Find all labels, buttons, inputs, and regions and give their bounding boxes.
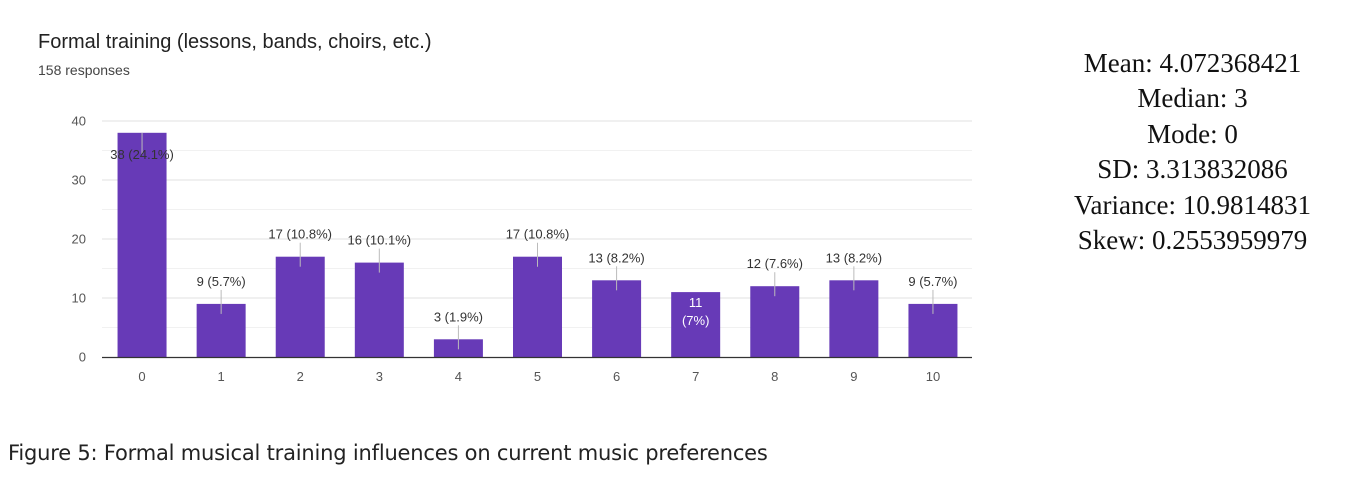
stat-mean: Mean: 4.072368421 <box>1083 48 1302 78</box>
bar <box>750 286 800 357</box>
data-label: 12 (7.6%) <box>747 256 803 271</box>
x-tick-label: 3 <box>376 369 383 384</box>
y-tick-label: 20 <box>72 232 86 247</box>
data-label: 17 (10.8%) <box>268 227 332 242</box>
y-tick-label: 40 <box>72 114 86 129</box>
x-tick-label: 4 <box>455 369 462 384</box>
data-labels: 38 (24.1%) 9 (5.7%) 17 (10.8%) 16 (10.1%) 3 … <box>110 132 958 350</box>
data-label: 9 (5.7%) <box>908 274 957 289</box>
y-tick-label: 10 <box>72 291 86 306</box>
bar <box>829 280 879 357</box>
x-tick-label: 1 <box>218 369 225 384</box>
x-tick-label: 8 <box>771 369 778 384</box>
y-tick-label: 30 <box>72 173 86 188</box>
y-tick-label: 0 <box>79 350 86 365</box>
bar <box>117 132 167 357</box>
data-label: (7%) <box>682 313 709 328</box>
bar <box>671 292 721 357</box>
figure-caption: Figure 5: Formal musical training influe… <box>8 441 768 465</box>
data-label: 38 (24.1%) <box>110 147 174 162</box>
data-label: 17 (10.8%) <box>506 227 570 242</box>
data-label: 9 (5.7%) <box>197 274 246 289</box>
y-axis-ticks: 0 10 20 30 40 <box>72 114 86 365</box>
bar <box>513 256 562 357</box>
x-tick-label: 10 <box>926 369 940 384</box>
x-axis-ticks: 0 1 2 3 4 5 6 7 8 9 10 <box>138 369 940 384</box>
data-label: 16 (10.1%) <box>348 233 412 248</box>
bar <box>275 256 325 357</box>
x-tick-label: 6 <box>613 369 620 384</box>
data-label: 11 <box>689 295 703 310</box>
stat-sd: SD: 3.313832086 <box>1097 154 1288 185</box>
stat-variance: Variance: 10.9814831 <box>1074 189 1311 220</box>
data-label: 13 (8.2%) <box>826 250 882 265</box>
data-label: 3 (1.9%) <box>434 309 483 324</box>
chart-title: Formal training (lessons, bands, choirs,… <box>38 31 432 53</box>
x-tick-label: 2 <box>297 369 304 384</box>
data-label: 13 (8.2%) <box>588 250 644 265</box>
x-tick-label: 9 <box>850 369 857 384</box>
bar <box>354 262 404 357</box>
chart-subtitle: 158 responses <box>38 62 130 78</box>
bar <box>592 280 642 357</box>
x-tick-label: 7 <box>692 369 699 384</box>
x-tick-label: 0 <box>138 369 145 384</box>
summary-statistics: Mean: 4.072368421 Median: 3 Mode: 0 SD: … <box>1030 46 1355 258</box>
stat-median: Median: 3 <box>1137 83 1248 114</box>
bars <box>117 132 958 357</box>
x-tick-label: 5 <box>534 369 541 384</box>
grid-lines <box>102 120 972 328</box>
stat-skew: Skew: 0.2553959979 <box>1077 225 1308 256</box>
stat-mode: Mode: 0 <box>1147 118 1238 149</box>
